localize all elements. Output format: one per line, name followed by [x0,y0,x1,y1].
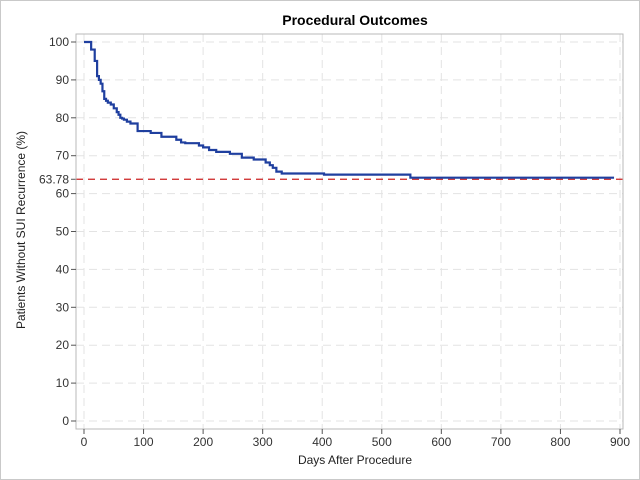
y-tick-label: 40 [56,262,70,276]
y-tick-label: 30 [56,300,70,314]
x-tick-label: 300 [253,435,273,449]
series-layer [84,40,615,179]
y-tick-label: 60 [56,187,70,201]
y-tick-label: 100 [49,35,69,49]
chart-title: Procedural Outcomes [282,12,428,28]
y-tick-label: 50 [56,225,70,239]
x-tick-label: 200 [193,435,213,449]
y-axis: 0 10 20 30 40 50 60 70 80 90 100 [49,35,76,428]
reference-layer: 63.78 [39,172,623,186]
y-tick-label: 20 [56,338,70,352]
grid-layer [76,34,623,429]
x-axis: 0 100 200 300 400 500 600 700 800 900 [81,429,630,449]
y-tick-label: 80 [56,111,70,125]
x-tick-label: 0 [81,435,88,449]
x-tick-label: 700 [491,435,511,449]
y-tick-label: 10 [56,376,70,390]
y-tick-label: 70 [56,149,70,163]
y-tick-label: 0 [62,414,69,428]
y-tick-label: 90 [56,73,70,87]
x-tick-label: 400 [312,435,332,449]
y-axis-label: Patients Without SUI Recurrence (%) [14,131,28,329]
x-tick-label: 600 [431,435,451,449]
x-tick-label: 800 [550,435,570,449]
x-tick-label: 100 [134,435,154,449]
survival-step-line [84,40,615,179]
x-tick-label: 500 [372,435,392,449]
reference-line-label: 63.78 [39,172,69,186]
x-axis-label: Days After Procedure [298,453,412,467]
x-tick-label: 900 [610,435,630,449]
